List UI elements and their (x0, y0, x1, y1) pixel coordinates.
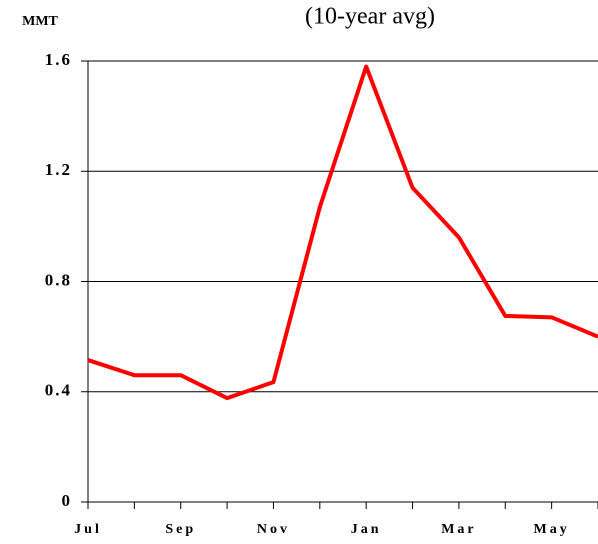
x-tick-label: Jul (74, 522, 102, 537)
y-tick-label: 0.4 (45, 381, 72, 400)
x-tick-label: Nov (257, 522, 290, 537)
x-tick-label: Jan (351, 522, 382, 537)
data-line (87, 64, 598, 401)
y-tick-label: 1.2 (45, 160, 72, 179)
x-tick-label: Sep (165, 522, 196, 537)
y-tick-label: 1.6 (45, 50, 72, 69)
x-tick-label: Mar (441, 522, 476, 537)
y-tick-label: 0 (62, 491, 73, 510)
x-tick-label: May (534, 522, 570, 537)
chart-title: (10-year avg) (305, 4, 435, 30)
y-tick-label: 0.8 (45, 270, 72, 289)
y-axis-label: MMT (22, 14, 58, 29)
